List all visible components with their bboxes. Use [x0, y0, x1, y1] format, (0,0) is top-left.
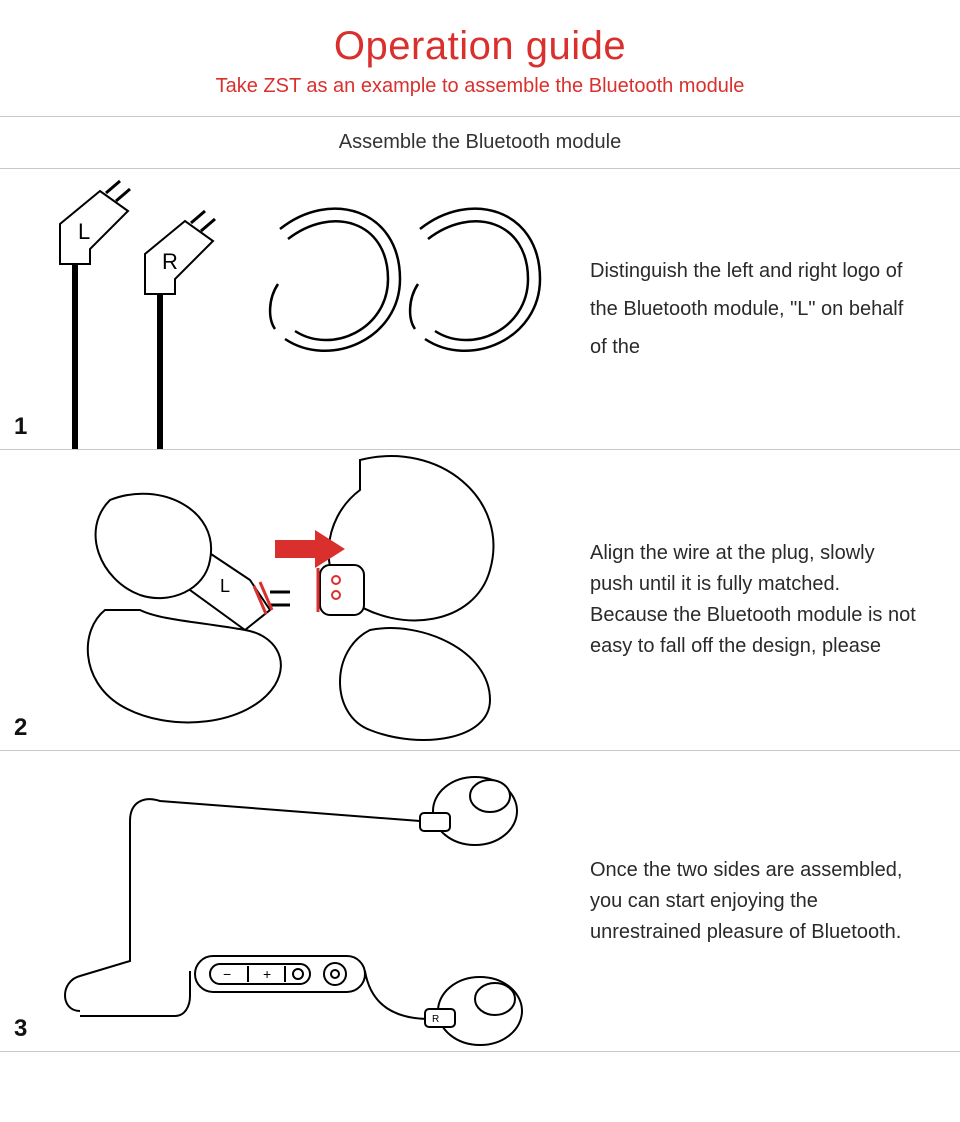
assembled-cable-svg: R − + [20, 751, 560, 1051]
step-3-paragraph: Once the two sides are as­sembled, you c… [590, 855, 920, 948]
step-3-illustration: R − + 3 [0, 751, 580, 1051]
step-1-text: Distinguish the left and right logo of t… [580, 169, 960, 449]
connectors-earhooks-svg: L R [20, 169, 560, 449]
page-subtitle: Take ZST as an example to assemble the B… [0, 75, 960, 98]
svg-text:R: R [162, 249, 178, 274]
step-3-number: 3 [14, 1015, 27, 1043]
step-1-number: 1 [14, 413, 27, 441]
step-2-paragraph: Align the wire at the plug, slowly push … [590, 538, 920, 662]
step-3-text: Once the two sides are as­sembled, you c… [580, 751, 960, 1051]
svg-text:+: + [263, 966, 271, 982]
step-2-text: Align the wire at the plug, slowly push … [580, 450, 960, 750]
step-2: L 2 Align the wire at th [0, 450, 960, 751]
section-header: Assemble the Bluetooth module [0, 116, 960, 169]
step-3: R − + 3 Once the two sides are as­semble… [0, 751, 960, 1052]
page-header: Operation guide Take ZST as an example t… [0, 0, 960, 116]
step-1-illustration: L R [0, 169, 580, 449]
svg-text:−: − [223, 966, 231, 982]
svg-text:L: L [78, 219, 90, 244]
insert-connector-svg: L [20, 450, 560, 750]
page-title: Operation guide [0, 24, 960, 69]
step-2-number: 2 [14, 714, 27, 742]
step-1-paragraph: Distinguish the left and right logo of t… [590, 252, 920, 366]
step-2-illustration: L 2 [0, 450, 580, 750]
step-1: L R [0, 169, 960, 450]
svg-text:R: R [432, 1014, 439, 1025]
svg-text:L: L [220, 576, 230, 596]
